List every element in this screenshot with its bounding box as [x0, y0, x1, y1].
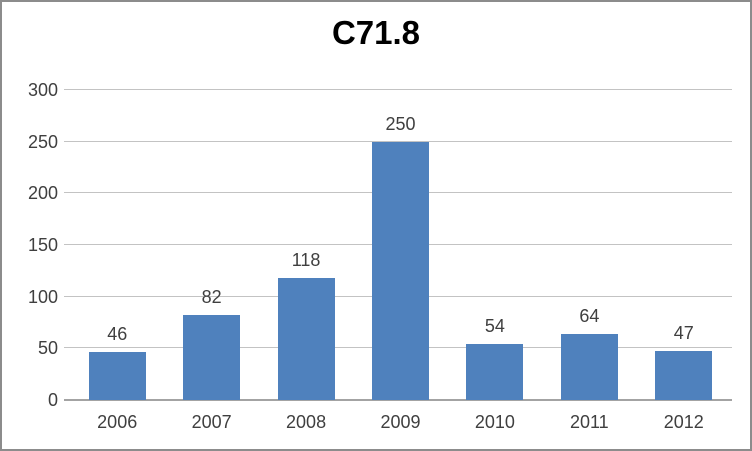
bar-2009	[372, 141, 429, 400]
y-tick-label-50: 50	[37, 338, 58, 359]
x-category-label-2009: 2009	[380, 412, 421, 432]
y-tick-label-100: 100	[27, 286, 58, 307]
plot-area: 46 82 118 250 54 64 47	[64, 89, 732, 401]
bar-2011	[560, 333, 618, 400]
x-category-label-2006: 2006	[97, 412, 138, 432]
bar-2008	[277, 278, 335, 400]
y-tick-label-150: 150	[27, 235, 58, 255]
gridline-250	[64, 140, 732, 142]
y-tick-label-200: 200	[27, 183, 58, 204]
bar-value-label-2007: 82	[201, 287, 222, 308]
bar-2006	[88, 352, 146, 400]
x-category-label-2011: 2011	[569, 412, 609, 432]
y-tick-label-0: 0	[47, 390, 58, 410]
bar-2012	[655, 351, 713, 400]
bar-value-label-2008: 118	[291, 250, 321, 271]
gridline-300	[64, 89, 732, 90]
x-axis-line	[64, 399, 732, 401]
bar-2007	[183, 315, 241, 400]
x-category-label-2010: 2010	[474, 412, 515, 432]
bar-value-label-2006: 46	[107, 324, 128, 345]
y-tick-label-250: 250	[27, 131, 58, 152]
bar-value-label-2010: 54	[484, 316, 505, 337]
y-tick-label-300: 300	[27, 80, 58, 100]
x-category-label-2012: 2012	[663, 412, 704, 432]
x-category-label-2007: 2007	[191, 412, 232, 432]
x-category-label-2008: 2008	[286, 412, 327, 432]
bar-value-label-2012: 47	[673, 323, 694, 344]
bar-2010	[466, 344, 524, 400]
chart-title: C71.8	[331, 14, 421, 51]
bar-value-label-2011: 64	[579, 305, 600, 326]
bar-value-label-2009: 250	[385, 113, 416, 134]
